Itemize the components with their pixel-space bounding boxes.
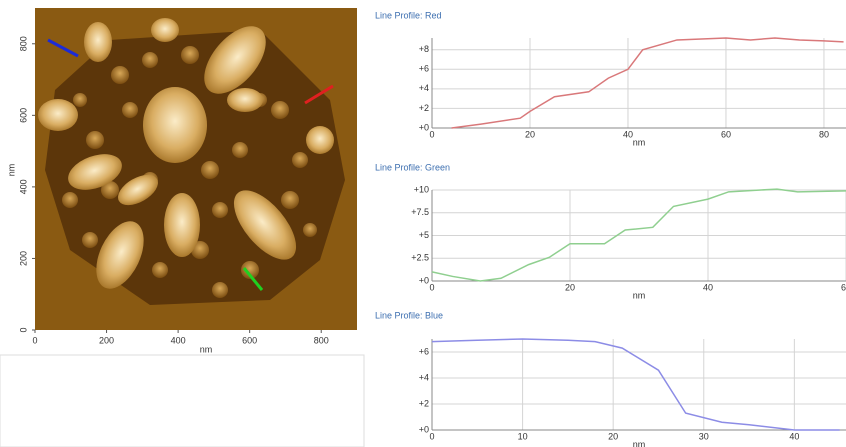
chart-title: Line Profile: Blue: [375, 310, 443, 320]
x-tick-label: 20: [608, 431, 618, 441]
x-axis-label: nm: [633, 137, 646, 147]
y-axis-label: nm: [6, 164, 16, 177]
x-tick-label: 40: [703, 282, 713, 292]
x-tick-label: 0: [429, 282, 434, 292]
blank-panel: [0, 354, 365, 447]
x-tick-label: 0: [429, 129, 434, 139]
y-tick-label: 200: [18, 251, 28, 266]
x-tick-label: 40: [623, 129, 633, 139]
chart-title: Line Profile: Red: [375, 10, 442, 20]
profile-line: [431, 338, 840, 431]
x-axis-label: nm: [200, 344, 213, 354]
profile-line: [431, 188, 846, 282]
y-tick-label: +2: [419, 398, 429, 408]
y-tick-label: +5: [419, 230, 429, 240]
y-tick-label: +8: [419, 44, 429, 54]
y-tick-label: +2: [419, 103, 429, 113]
x-tick-label: 400: [171, 335, 186, 345]
y-tick-label: +2.5: [411, 253, 429, 263]
x-tick-label: 600: [242, 335, 257, 345]
x-tick-label: 30: [699, 431, 709, 441]
y-tick-label: +10: [414, 184, 429, 194]
y-tick-label: +0: [419, 275, 429, 285]
x-tick-label: 10: [518, 431, 528, 441]
x-tick-label: 0: [429, 431, 434, 441]
y-tick-label: +4: [419, 83, 429, 93]
x-tick-label: 60: [841, 282, 846, 292]
y-tick-label: 0: [18, 327, 28, 332]
y-tick-label: +6: [419, 64, 429, 74]
x-axis-label: nm: [633, 439, 646, 447]
x-axis-label: nm: [633, 290, 646, 300]
y-tick-label: 400: [18, 179, 28, 194]
x-tick-label: 20: [525, 129, 535, 139]
x-tick-label: 20: [565, 282, 575, 292]
y-tick-label: +4: [419, 372, 429, 382]
y-tick-label: 800: [18, 36, 28, 51]
profile-line: [451, 37, 844, 129]
x-tick-label: 0: [32, 335, 37, 345]
y-tick-label: +0: [419, 122, 429, 132]
y-tick-label: 600: [18, 108, 28, 123]
x-tick-label: 80: [819, 129, 829, 139]
y-tick-label: +6: [419, 346, 429, 356]
y-tick-label: +0: [419, 424, 429, 434]
x-tick-label: 40: [789, 431, 799, 441]
afm-image: [35, 8, 357, 330]
x-tick-label: 60: [721, 129, 731, 139]
y-tick-label: +7.5: [411, 207, 429, 217]
x-tick-label: 800: [314, 335, 329, 345]
x-tick-label: 200: [99, 335, 114, 345]
chart-title: Line Profile: Green: [375, 162, 450, 172]
